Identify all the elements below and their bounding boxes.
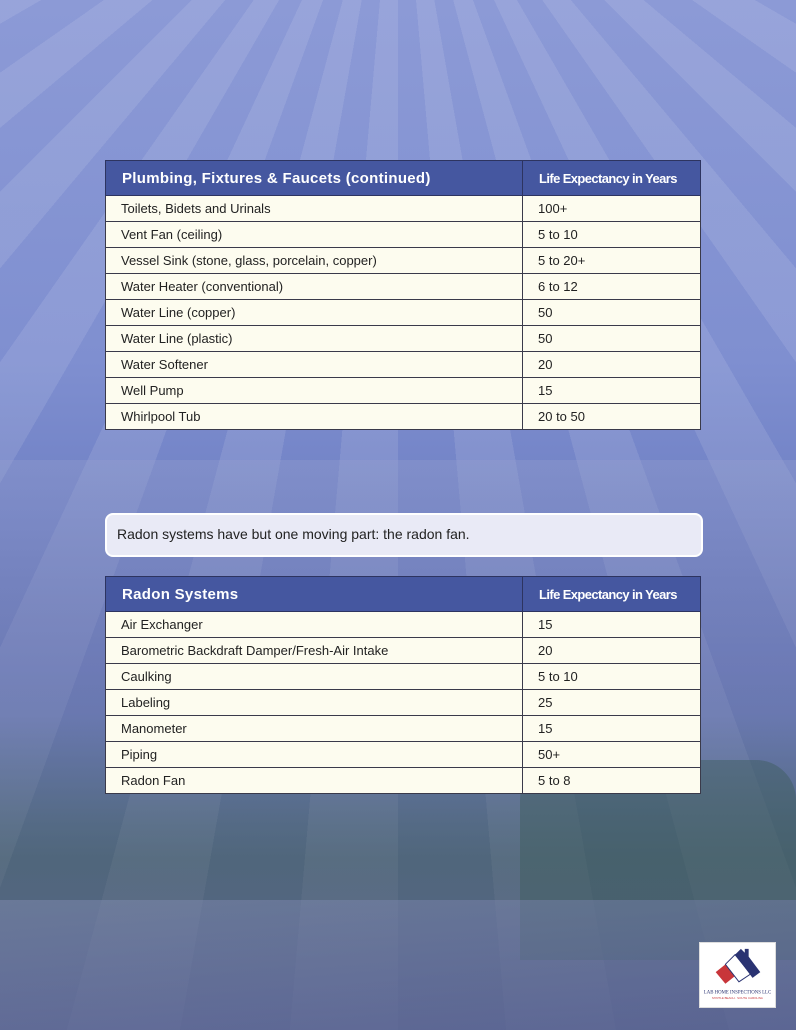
table-row: Whirlpool Tub 20 to 50 (105, 403, 701, 430)
table-row: Toilets, Bidets and Urinals 100+ (105, 195, 701, 222)
item-cell: Toilets, Bidets and Urinals (105, 195, 523, 222)
item-cell: Vessel Sink (stone, glass, porcelain, co… (105, 247, 523, 274)
item-cell: Barometric Backdraft Damper/Fresh-Air In… (105, 637, 523, 664)
table-row: Labeling 25 (105, 689, 701, 716)
life-cell: 100+ (522, 195, 701, 222)
item-cell: Radon Fan (105, 767, 523, 794)
item-cell: Labeling (105, 689, 523, 716)
radon-table: Radon Systems Life Expectancy in Years A… (105, 576, 701, 794)
item-cell: Whirlpool Tub (105, 403, 523, 430)
life-cell: 50 (522, 325, 701, 352)
table-row: Water Line (copper) 50 (105, 299, 701, 326)
life-cell: 6 to 12 (522, 273, 701, 300)
column-header-life: Life Expectancy in Years (522, 160, 701, 196)
table-row: Water Softener 20 (105, 351, 701, 378)
table-row: Caulking 5 to 10 (105, 663, 701, 690)
column-header-item: Radon Systems (105, 576, 523, 612)
item-cell: Vent Fan (ceiling) (105, 221, 523, 248)
life-cell: 20 (522, 637, 701, 664)
table-row: Manometer 15 (105, 715, 701, 742)
life-cell: 5 to 8 (522, 767, 701, 794)
item-cell: Well Pump (105, 377, 523, 404)
item-cell: Water Line (copper) (105, 299, 523, 326)
life-cell: 25 (522, 689, 701, 716)
svg-text:MYRTLE BEACH · SOUTH CAROLINA: MYRTLE BEACH · SOUTH CAROLINA (712, 996, 763, 1000)
life-cell: 15 (522, 715, 701, 742)
life-cell: 15 (522, 377, 701, 404)
table-row: Piping 50+ (105, 741, 701, 768)
life-cell: 5 to 10 (522, 663, 701, 690)
life-cell: 50 (522, 299, 701, 326)
item-cell: Piping (105, 741, 523, 768)
life-cell: 5 to 10 (522, 221, 701, 248)
background-road (0, 900, 796, 1030)
item-cell: Manometer (105, 715, 523, 742)
table-row: Vessel Sink (stone, glass, porcelain, co… (105, 247, 701, 274)
item-cell: Air Exchanger (105, 611, 523, 638)
table-row: Vent Fan (ceiling) 5 to 10 (105, 221, 701, 248)
life-cell: 15 (522, 611, 701, 638)
radon-callout: Radon systems have but one moving part: … (105, 513, 703, 557)
company-logo: LAB HOME INSPECTIONS LLC MYRTLE BEACH · … (699, 942, 776, 1008)
table-row: Barometric Backdraft Damper/Fresh-Air In… (105, 637, 701, 664)
table-row: Air Exchanger 15 (105, 611, 701, 638)
table-row: Radon Fan 5 to 8 (105, 767, 701, 794)
svg-text:LAB HOME INSPECTIONS LLC: LAB HOME INSPECTIONS LLC (704, 990, 771, 995)
item-cell: Water Softener (105, 351, 523, 378)
item-cell: Water Heater (conventional) (105, 273, 523, 300)
table-row: Water Heater (conventional) 6 to 12 (105, 273, 701, 300)
life-cell: 20 (522, 351, 701, 378)
column-header-life: Life Expectancy in Years (522, 576, 701, 612)
life-cell: 5 to 20+ (522, 247, 701, 274)
plumbing-table: Plumbing, Fixtures & Faucets (continued)… (105, 160, 701, 430)
life-cell: 20 to 50 (522, 403, 701, 430)
column-header-item: Plumbing, Fixtures & Faucets (continued) (105, 160, 523, 196)
item-cell: Caulking (105, 663, 523, 690)
table-row: Well Pump 15 (105, 377, 701, 404)
life-cell: 50+ (522, 741, 701, 768)
table-row: Water Line (plastic) 50 (105, 325, 701, 352)
item-cell: Water Line (plastic) (105, 325, 523, 352)
